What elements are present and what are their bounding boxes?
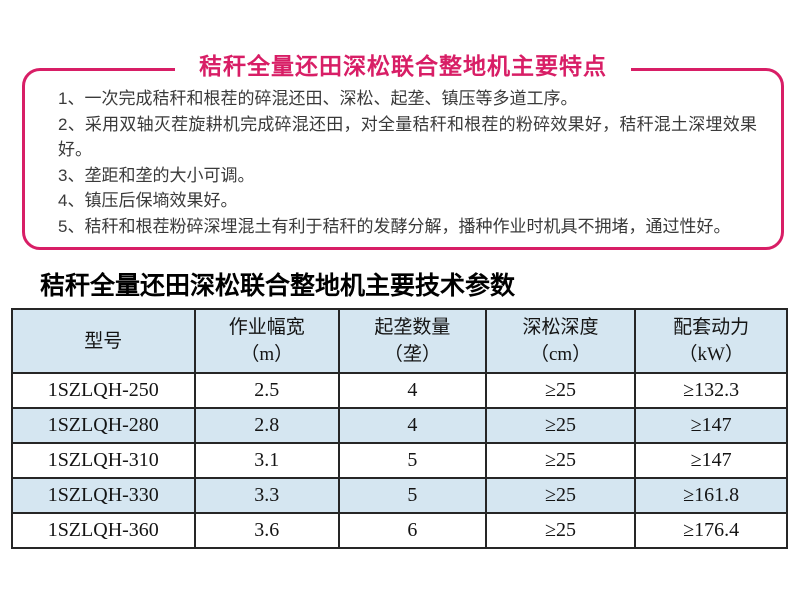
table-cell: 3.6 xyxy=(193,512,341,549)
column-unit: （垄） xyxy=(383,344,441,365)
table-cell: ≥25 xyxy=(484,477,637,514)
column-label: 型号 xyxy=(84,330,123,352)
table-cell: ≥25 xyxy=(484,372,637,409)
feature-item-4: 4、镇压后保墒效果好。 xyxy=(58,191,238,211)
features-box: 秸秆全量还田深松联合整地机主要特点 1、一次完成秸秆和根茬的碎混还田、深松、起垄… xyxy=(22,52,784,250)
table-cell: ≥132.3 xyxy=(634,372,788,409)
table-cell: ≥25 xyxy=(484,407,637,444)
table-row: 1SZLQH-280 2.8 4 ≥25 ≥147 xyxy=(11,407,788,444)
table-cell: 1SZLQH-310 xyxy=(11,442,196,479)
column-header-matched-power: 配套动力 （kW） xyxy=(634,308,788,374)
table-cell: ≥161.8 xyxy=(634,477,788,514)
features-list: 1、一次完成秸秆和根茬的碎混还田、深松、起垄、镇压等多道工序。 2、采用双轴灭茬… xyxy=(25,71,781,240)
column-unit: （kW） xyxy=(678,344,744,365)
column-unit: （cm） xyxy=(529,344,592,365)
spec-table-body: 1SZLQH-250 2.5 4 ≥25 ≥132.3 1SZLQH-280 2.8 4 ≥25… xyxy=(11,372,788,549)
table-cell: 1SZLQH-280 xyxy=(11,407,196,444)
header-row: 型号 作业幅宽 （m） 起垄数量 （垄） 深松深度 （cm） 配套动力 （ xyxy=(11,308,788,374)
spec-table-header: 型号 作业幅宽 （m） 起垄数量 （垄） 深松深度 （cm） 配套动力 （ xyxy=(11,308,788,374)
table-cell: ≥176.4 xyxy=(634,512,788,549)
feature-item-1: 1、一次完成秸秆和根茬的碎混还田、深松、起垄、镇压等多道工序。 xyxy=(58,89,578,108)
table-cell: 5 xyxy=(338,477,487,514)
table-cell: 5 xyxy=(338,442,487,479)
table-cell: 4 xyxy=(338,407,487,444)
feature-item-3: 3、垄距和垄的大小可调。 xyxy=(58,165,255,185)
column-label: 深松深度 xyxy=(522,317,599,338)
table-cell: 3.3 xyxy=(193,477,341,514)
column-label: 作业幅宽 xyxy=(228,317,305,338)
table-cell: ≥147 xyxy=(634,407,788,444)
column-header-subsoil-depth: 深松深度 （cm） xyxy=(484,308,637,374)
column-unit: （m） xyxy=(240,344,294,365)
table-row: 1SZLQH-250 2.5 4 ≥25 ≥132.3 xyxy=(11,372,788,409)
table-cell: 1SZLQH-330 xyxy=(11,477,196,514)
table-cell: 4 xyxy=(338,372,487,409)
feature-item-5: 5、秸秆和根茬粉碎深埋混土有利于秸秆的发酵分解，播种作业时机具不拥堵，通过性好。 xyxy=(58,216,731,236)
table-cell: ≥25 xyxy=(484,442,637,479)
column-label: 起垄数量 xyxy=(374,317,451,338)
features-box-title: 秸秆全量还田深松联合整地机主要特点 xyxy=(175,52,631,82)
column-label: 配套动力 xyxy=(673,317,750,338)
table-cell: 6 xyxy=(338,512,487,549)
table-cell: 1SZLQH-250 xyxy=(11,372,196,409)
column-header-ridge-count: 起垄数量 （垄） xyxy=(338,308,487,374)
table-row: 1SZLQH-310 3.1 5 ≥25 ≥147 xyxy=(11,442,788,479)
column-header-working-width: 作业幅宽 （m） xyxy=(193,308,341,374)
table-cell: ≥25 xyxy=(484,512,637,549)
table-row: 1SZLQH-360 3.6 6 ≥25 ≥176.4 xyxy=(11,512,788,549)
table-cell: ≥147 xyxy=(634,442,788,479)
column-header-model: 型号 xyxy=(11,308,196,374)
spec-table-title: 秸秆全量还田深松联合整地机主要技术参数 xyxy=(40,273,516,300)
table-row: 1SZLQH-330 3.3 5 ≥25 ≥161.8 xyxy=(11,477,788,514)
table-cell: 2.8 xyxy=(193,407,341,444)
table-cell: 3.1 xyxy=(193,442,341,479)
spec-table: 型号 作业幅宽 （m） 起垄数量 （垄） 深松深度 （cm） 配套动力 （ xyxy=(11,308,788,549)
table-cell: 1SZLQH-360 xyxy=(11,512,196,549)
feature-item-2: 2、采用双轴灭茬旋耕机完成碎混还田，对全量秸秆和根茬的粉碎效果好，秸秆混土深埋效… xyxy=(58,114,757,160)
table-cell: 2.5 xyxy=(193,372,341,409)
